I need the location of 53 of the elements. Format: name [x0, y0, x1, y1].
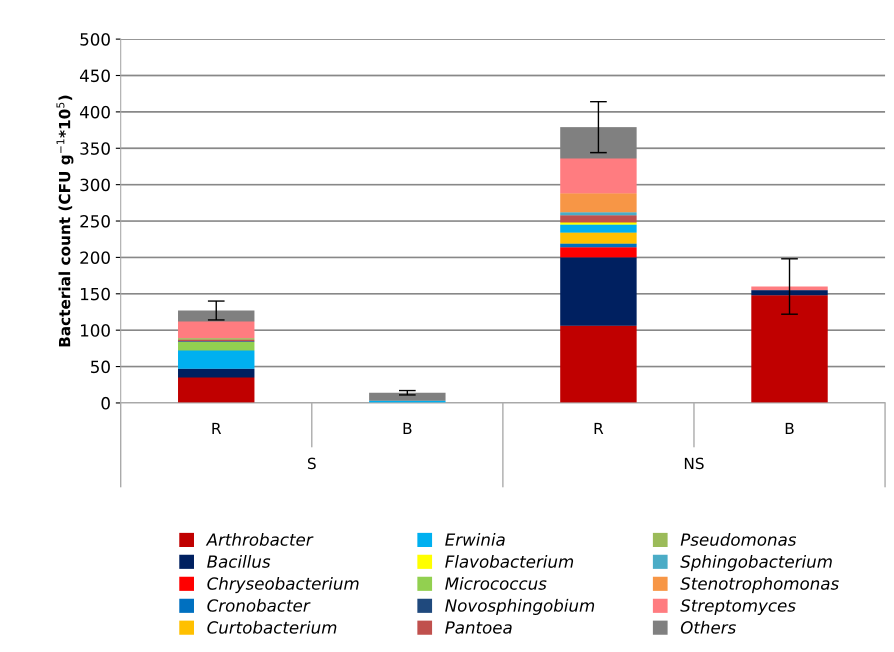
legend-label: Pantoea	[445, 621, 512, 634]
bar	[751, 286, 828, 290]
legend-label: Flavobacterium	[445, 554, 574, 568]
bar	[560, 158, 637, 194]
bar	[178, 310, 254, 322]
x-tick-label: B	[404, 422, 412, 434]
bar	[178, 368, 254, 378]
legend-label: Curtobacterium	[207, 620, 336, 634]
bar	[178, 321, 254, 338]
bar	[178, 350, 254, 369]
legend-label: Stenotrophomonas	[680, 576, 839, 594]
y-tick-label: 0	[101, 396, 110, 410]
y-tick-label: 400	[80, 106, 110, 118]
y-tick-label: 150	[80, 288, 110, 300]
y-tick-label: 450	[80, 69, 110, 82]
bar	[560, 222, 637, 225]
legend-label: Micrococcus	[445, 576, 547, 590]
legend-label: Novosphingobium	[445, 598, 594, 616]
bar	[178, 377, 254, 403]
legend-label: Streptomyces	[680, 599, 796, 616]
legend-label: Erwinia	[445, 533, 505, 546]
y-tick-label: 50	[91, 360, 110, 374]
y-axis-title: Bacterial count (CFU g$^{−1}$*10$^{5}$)	[56, 96, 74, 346]
bar	[560, 244, 637, 248]
legend-label: Bacillus	[207, 554, 270, 568]
bar	[751, 295, 828, 403]
y-tick-label: 100	[80, 324, 110, 337]
text: S	[308, 458, 316, 470]
bar	[560, 232, 637, 244]
bar	[560, 224, 637, 233]
legend-label: Pseudomonas	[680, 533, 796, 546]
bar	[369, 392, 446, 401]
y-tick-label: 300	[80, 178, 110, 192]
x-tick-label: R	[594, 422, 604, 434]
bar	[560, 193, 637, 212]
legend-label: Cronobacter	[207, 598, 311, 612]
bar	[751, 290, 828, 296]
text: NS	[684, 458, 704, 470]
x-tick-label: R	[212, 422, 222, 434]
y-tick-label: 350	[80, 142, 110, 155]
y-tick-label: 250	[80, 214, 110, 228]
bar	[560, 326, 637, 403]
bar	[560, 247, 637, 258]
bar	[178, 342, 254, 351]
x-tick-label: B	[786, 422, 794, 434]
legend-label: Arthrobacter	[206, 533, 314, 546]
legend-label: Others	[680, 620, 736, 634]
bar	[560, 257, 637, 326]
legend-label: Chryseobacterium	[207, 576, 359, 594]
bar	[560, 215, 637, 222]
y-tick-label: 200	[80, 251, 110, 264]
legend-label: Sphingobacterium	[680, 554, 832, 572]
y-tick-label: 500	[80, 33, 110, 46]
